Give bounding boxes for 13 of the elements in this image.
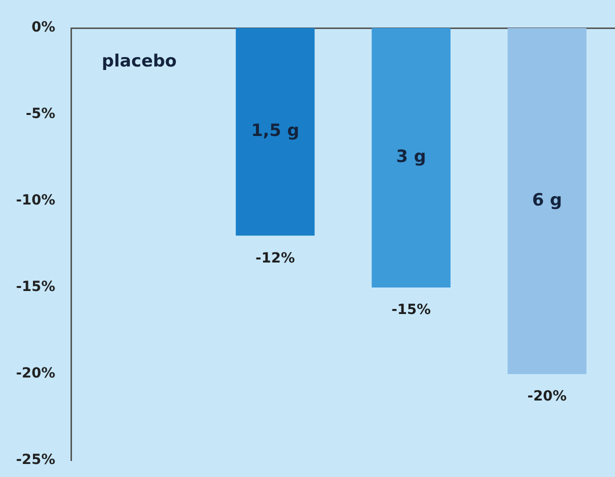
y-tick-label: -25%	[16, 452, 56, 468]
y-tick-label: -10%	[16, 192, 56, 209]
y-tick-label: -20%	[16, 366, 56, 382]
data-label: -15%	[391, 302, 431, 318]
data-label: -12%	[256, 250, 295, 266]
data-label: -20%	[527, 388, 567, 405]
x-tick-label: 3 g	[396, 147, 426, 168]
x-tick-label: 6 g	[532, 190, 562, 210]
y-tick-label: -15%	[16, 279, 56, 296]
y-tick-label: 0%	[32, 20, 56, 36]
y-tick-label: -5%	[26, 106, 56, 122]
x-tick-label: placebo	[102, 51, 177, 72]
x-tick-label: 1,5 g	[251, 121, 300, 142]
